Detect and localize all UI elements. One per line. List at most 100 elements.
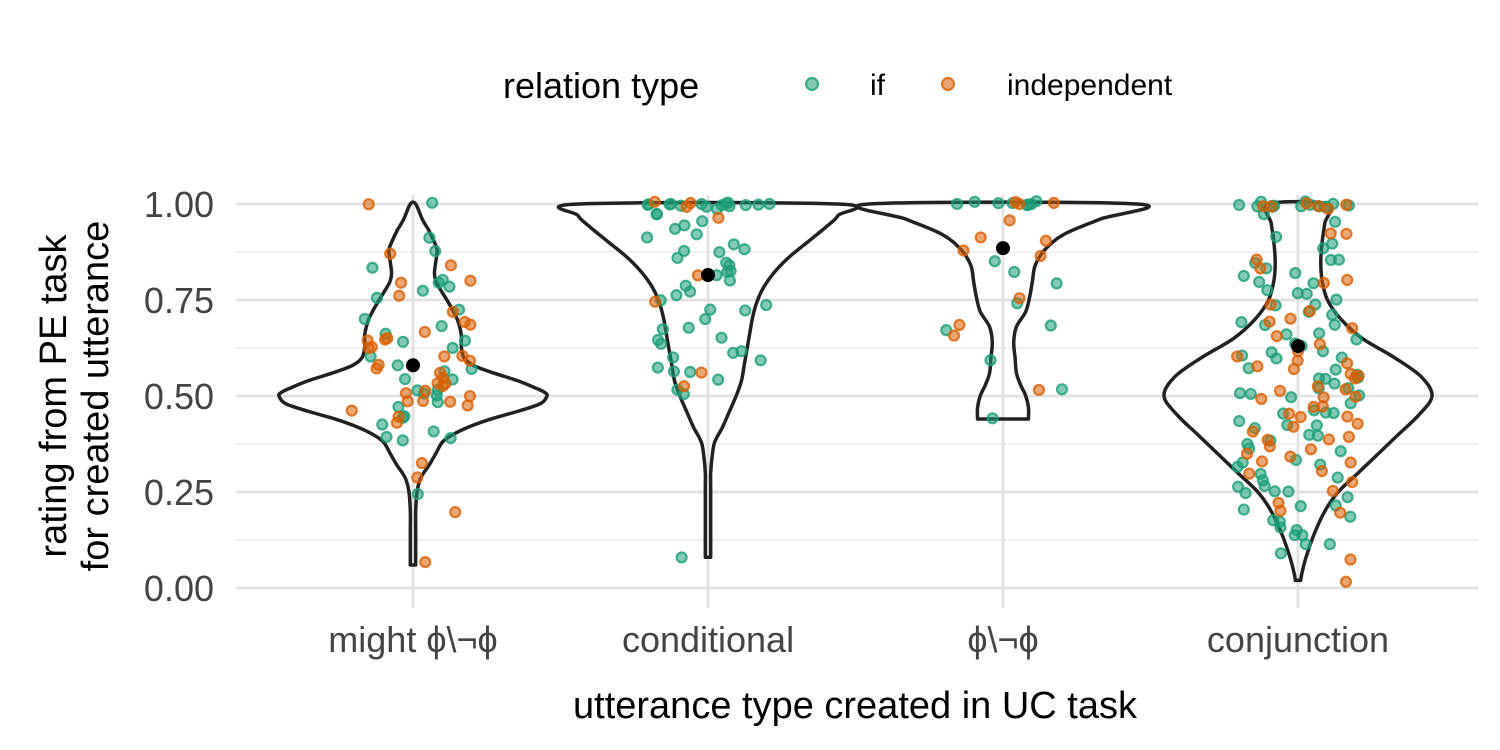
point-if <box>1326 308 1339 321</box>
point-if <box>1310 419 1323 432</box>
point-independent <box>1304 443 1318 456</box>
point-independent <box>1251 360 1264 373</box>
point-if <box>458 334 472 347</box>
jitter-points <box>345 195 1366 588</box>
point-if <box>986 412 999 425</box>
point-independent <box>1340 357 1354 370</box>
point-independent <box>1351 417 1364 430</box>
point-if <box>738 243 751 256</box>
point-independent <box>1344 553 1357 566</box>
point-independent <box>649 295 662 308</box>
point-independent <box>1287 420 1300 433</box>
point-independent <box>444 259 457 272</box>
point-independent <box>464 318 477 331</box>
point-if <box>366 261 379 274</box>
y-tick-label: 1.00 <box>144 184 214 225</box>
point-if <box>1312 327 1326 340</box>
point-if <box>1282 485 1295 498</box>
point-independent <box>947 329 961 342</box>
point-if <box>1274 521 1287 534</box>
x-tick-label: conjunction <box>1207 619 1389 660</box>
point-independent <box>1255 392 1268 406</box>
point-independent <box>974 231 987 244</box>
point-if <box>1253 275 1266 288</box>
mean-point-3 <box>1291 339 1305 354</box>
point-independent <box>1342 430 1356 443</box>
violin-3 <box>1162 199 1434 583</box>
point-if <box>392 400 405 414</box>
point-if <box>1307 277 1320 290</box>
point-independent <box>1341 410 1354 423</box>
point-if <box>671 251 684 265</box>
point-if <box>715 331 728 344</box>
point-if <box>669 222 682 235</box>
point-if <box>670 289 683 302</box>
point-if <box>1324 253 1337 267</box>
point-independent <box>1307 400 1320 413</box>
point-independent <box>393 289 406 302</box>
point-independent <box>1340 227 1353 240</box>
point-independent <box>1344 456 1357 469</box>
point-independent <box>444 395 457 408</box>
point-if <box>739 199 752 212</box>
point-if <box>423 231 436 244</box>
point-independent <box>379 333 392 346</box>
point-independent <box>712 211 725 224</box>
point-if <box>370 291 384 304</box>
point-if <box>1261 284 1274 297</box>
point-independent <box>1317 276 1330 290</box>
point-independent <box>461 399 474 412</box>
legend-label-if: if <box>870 69 886 102</box>
point-if <box>1328 318 1341 331</box>
point-independent <box>1284 450 1297 463</box>
point-if <box>1055 383 1069 396</box>
point-if <box>1050 277 1063 290</box>
point-if <box>1237 269 1250 283</box>
point-independent <box>370 362 383 375</box>
legend-key-independent <box>940 76 956 92</box>
point-independent <box>1339 575 1353 588</box>
point-independent <box>1013 292 1026 305</box>
point-independent <box>1263 440 1276 453</box>
point-if <box>1331 471 1344 484</box>
point-if <box>992 197 1005 210</box>
point-independent <box>1313 338 1326 351</box>
point-if <box>739 304 752 317</box>
y-tick-label: 0.75 <box>144 280 214 321</box>
point-independent <box>1345 322 1359 335</box>
point-independent <box>1246 425 1259 438</box>
point-independent <box>1039 234 1053 247</box>
point-independent <box>1047 196 1060 209</box>
point-if <box>396 434 409 447</box>
point-if <box>699 312 712 326</box>
point-if <box>704 303 717 316</box>
point-independent <box>1273 384 1287 398</box>
point-if <box>1231 460 1244 473</box>
point-if <box>667 351 680 364</box>
point-if <box>723 200 736 213</box>
point-independent <box>1254 262 1267 275</box>
point-independent <box>401 395 414 408</box>
point-if <box>1350 333 1363 346</box>
point-independent <box>394 276 408 289</box>
point-independent <box>1322 433 1335 446</box>
point-if <box>763 197 776 211</box>
point-if <box>696 215 709 228</box>
x-tick-label: might ϕ\¬ϕ <box>328 619 497 660</box>
point-if <box>650 207 663 221</box>
point-if <box>1244 387 1257 401</box>
point-independent <box>1300 197 1313 210</box>
point-if <box>426 196 439 209</box>
point-if <box>380 430 393 444</box>
point-independent <box>436 379 449 393</box>
point-independent <box>418 325 431 339</box>
point-if <box>683 285 697 298</box>
point-if <box>1233 415 1246 428</box>
point-if <box>1268 485 1281 498</box>
point-independent <box>1326 484 1339 498</box>
point-if <box>700 200 713 213</box>
point-if <box>1270 352 1283 365</box>
point-if <box>429 245 442 258</box>
point-if <box>1323 538 1336 551</box>
point-if <box>411 487 424 501</box>
